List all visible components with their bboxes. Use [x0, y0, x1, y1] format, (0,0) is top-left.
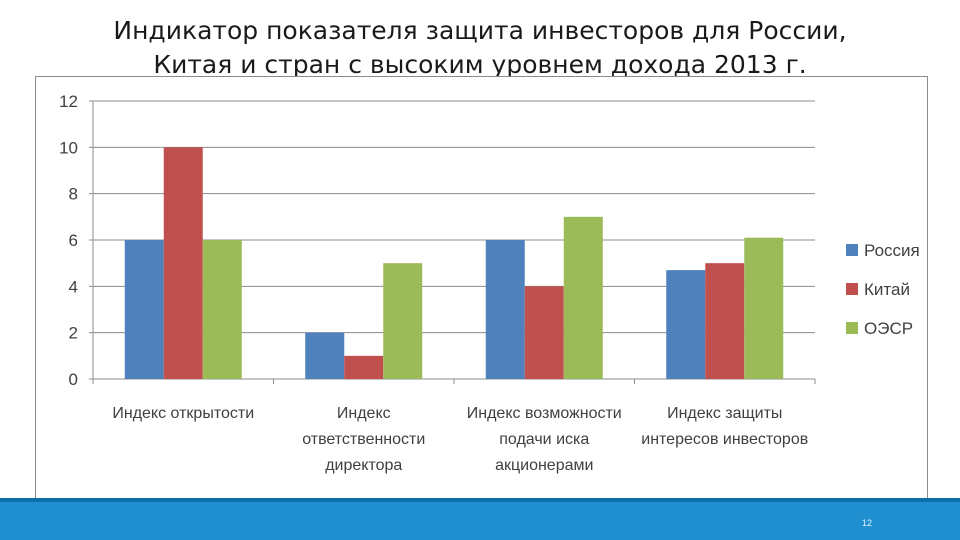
- bar-Китай-0: [163, 147, 203, 379]
- legend-swatch-ОЭСР: [846, 322, 858, 334]
- slide-title: Индикатор показателя защита инвесторов д…: [0, 14, 960, 82]
- legend-label: Россия: [864, 241, 920, 260]
- slide-title-line-2: Китая и стран с высоким уровнем дохода 2…: [153, 50, 807, 79]
- bar-ОЭСР-1: [383, 263, 423, 379]
- y-tick-label: 8: [69, 185, 78, 204]
- bar-ОЭСР-3: [744, 237, 784, 379]
- y-tick-label: 12: [59, 92, 78, 111]
- bar-Китай-2: [524, 286, 564, 379]
- legend-swatch-Россия: [846, 244, 858, 256]
- x-category-label: Индекс возможности: [467, 405, 622, 422]
- page-number: 12: [862, 518, 873, 528]
- bar-Китай-1: [344, 355, 384, 379]
- y-tick-label: 0: [69, 370, 78, 389]
- y-tick-label: 6: [69, 231, 78, 250]
- x-category-label: Индекс: [337, 405, 391, 422]
- x-category-label: акционерами: [495, 457, 593, 474]
- bar-chart: 0 2 4 6 8 10 12 Индекс открытости Индекс ответств…: [59, 92, 920, 474]
- bar-Россия-1: [305, 332, 345, 379]
- x-category-label: директора: [325, 457, 402, 474]
- legend-label: ОЭСР: [864, 319, 913, 338]
- y-tick-label: 4: [69, 277, 78, 296]
- slide-title-line-1: Индикатор показателя защита инвесторов д…: [113, 16, 847, 45]
- x-category-label: интересов инвесторов: [641, 431, 808, 448]
- bar-Китай-3: [705, 263, 745, 379]
- x-category-label: Индекс защиты: [667, 405, 782, 422]
- y-tick-label: 2: [69, 324, 78, 343]
- bar-Россия-2: [485, 240, 525, 379]
- legend-label: Китай: [864, 280, 910, 299]
- footer-bar: [0, 498, 960, 540]
- x-category-label: подачи иска: [499, 431, 589, 448]
- bar-ОЭСР-2: [563, 216, 603, 379]
- bar-Россия-0: [124, 240, 164, 379]
- chart-frame: 0 2 4 6 8 10 12 Индекс открытости Индекс ответств…: [35, 76, 928, 500]
- legend-swatch-Китай: [846, 283, 858, 295]
- bar-Россия-3: [666, 270, 706, 379]
- x-category-label: Индекс открытости: [112, 405, 254, 422]
- bar-ОЭСР-0: [202, 240, 242, 379]
- y-tick-label: 10: [59, 138, 78, 157]
- x-category-label: ответственности: [302, 431, 425, 448]
